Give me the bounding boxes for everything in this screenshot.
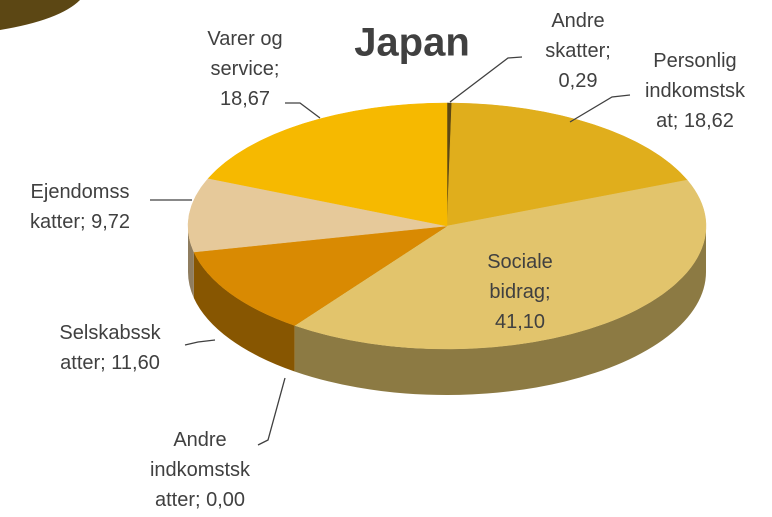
leader-line [257,377,286,446]
data-label: Sociale bidrag; 41,10 [487,251,553,333]
pie-slice [187,178,448,253]
pie-slice [193,225,448,326]
pie-side [193,252,295,372]
data-label: Ejendomss katter; 9,72 [30,181,130,233]
pie-sides [188,226,706,395]
leader-line [285,102,321,119]
corner-shape [0,0,80,30]
data-label: Personlig indkomstsk at; 18,62 [645,50,746,132]
chart-title: Japan [354,21,470,65]
pie-side [188,226,194,299]
data-label: Andre indkomstsk atter; 0,00 [150,429,251,511]
data-label: Andre skatter; 0,29 [545,10,611,92]
pie-tops [187,102,707,350]
leader-line [569,94,631,123]
data-label: Varer og service; 18,67 [207,28,282,110]
leader-line [449,56,523,103]
leader-lines [150,56,631,446]
leader-line [184,339,216,346]
data-label: Selskabssk atter; 11,60 [59,322,161,374]
pie-side [294,226,706,395]
pie-slice [294,179,707,350]
pie-slice [446,102,688,227]
pie-slice [207,102,448,227]
data-labels: Andre skatter; 0,29 Personlig indkomstsk at; … [30,10,746,511]
